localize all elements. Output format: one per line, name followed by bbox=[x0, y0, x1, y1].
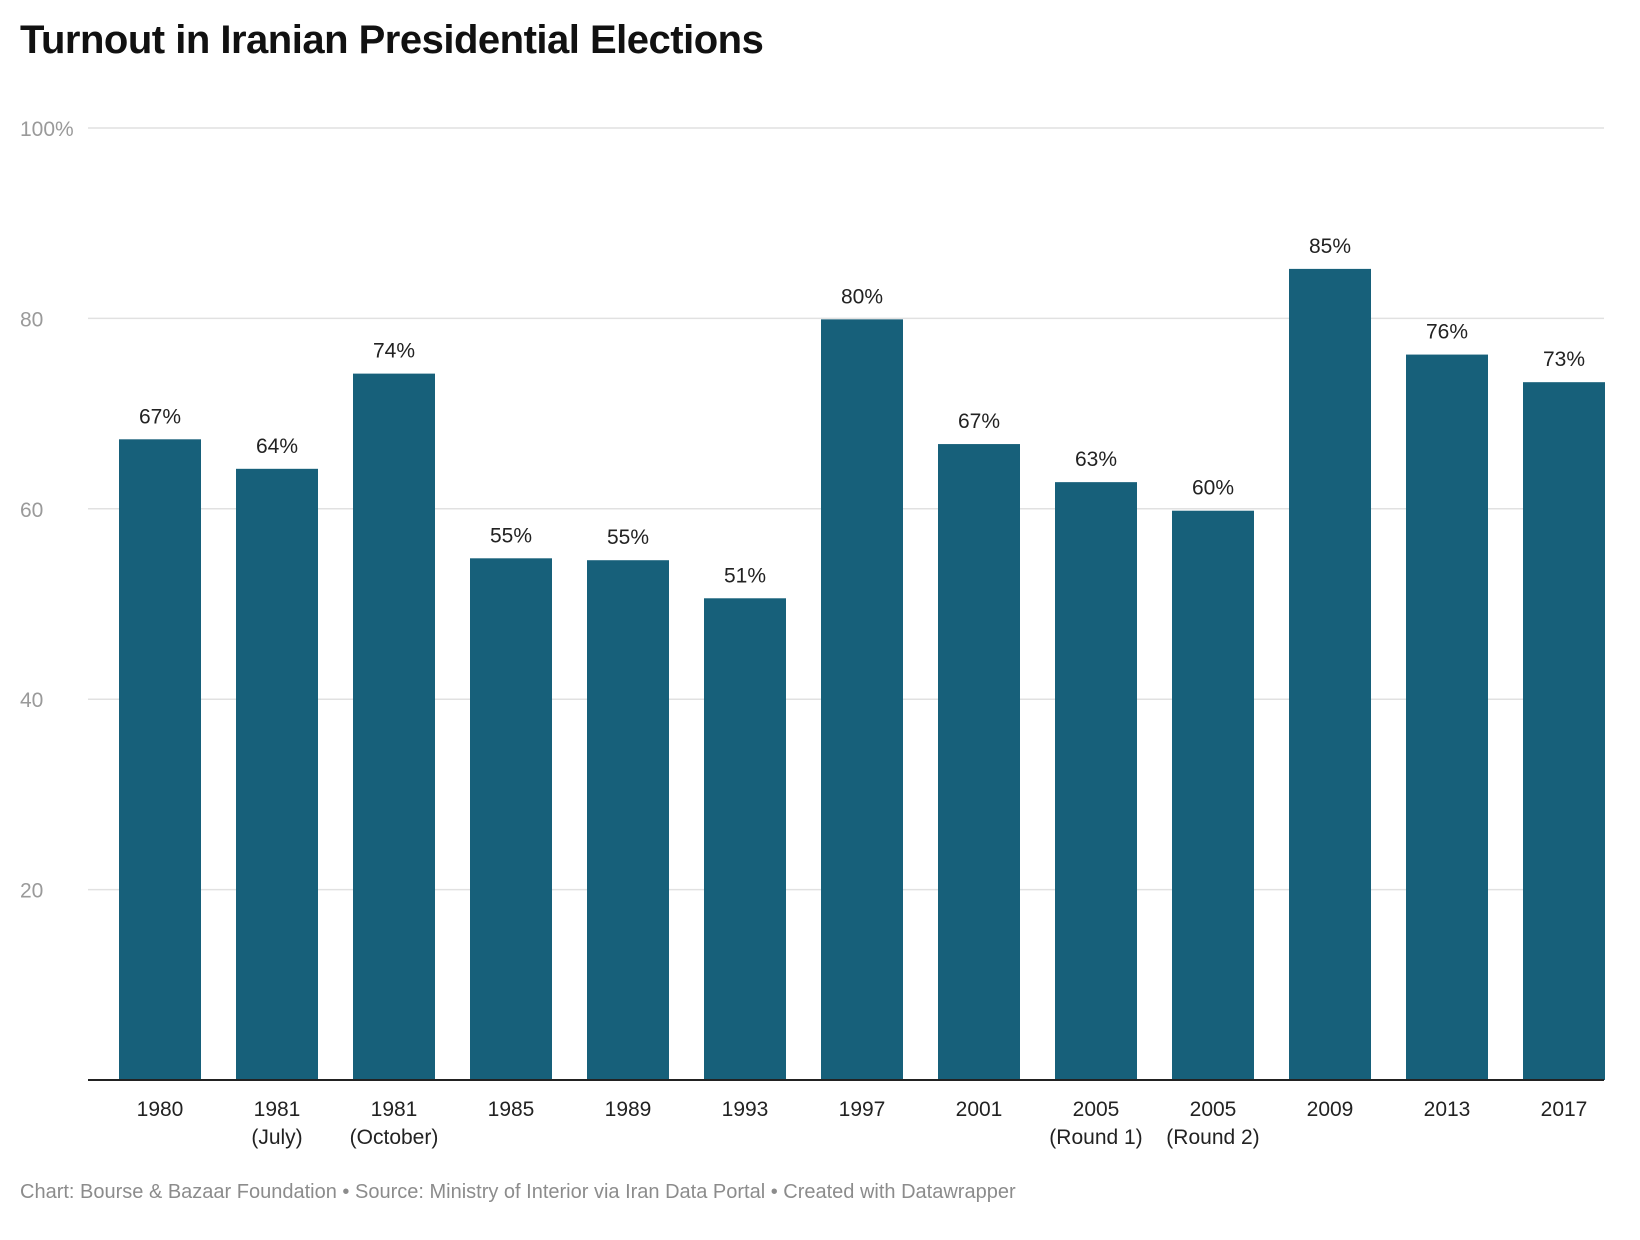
footer-source: Source: Ministry of Interior via Iran Da… bbox=[354, 1181, 766, 1203]
value-label: 74% bbox=[373, 340, 415, 363]
y-tick-label: 20 bbox=[20, 880, 43, 903]
category-label: (Round 1) bbox=[1049, 1126, 1142, 1149]
footer-separator: • bbox=[765, 1181, 784, 1203]
category-label: 1997 bbox=[839, 1098, 886, 1121]
y-tick-label: 40 bbox=[20, 689, 43, 712]
bars bbox=[119, 268, 1605, 1081]
y-tick-label: 60 bbox=[20, 499, 43, 522]
value-label: 55% bbox=[490, 524, 532, 547]
category-label: 2009 bbox=[1307, 1098, 1354, 1121]
bar bbox=[1289, 268, 1371, 1080]
category-label: (October) bbox=[350, 1126, 439, 1149]
category-label: 2013 bbox=[1424, 1098, 1471, 1121]
chart-footer: Chart: Bourse & Bazaar Foundation • Sour… bbox=[20, 1181, 1016, 1204]
y-tick-label: 80 bbox=[20, 308, 43, 331]
x-axis-labels: 1980 1981 (July) 1981 (October) 1985 1989 1993 1… bbox=[137, 1098, 1588, 1149]
value-label: 64% bbox=[256, 435, 298, 458]
category-label: 2017 bbox=[1541, 1098, 1588, 1121]
value-label: 63% bbox=[1075, 448, 1117, 471]
bar bbox=[938, 444, 1020, 1081]
value-label: 67% bbox=[139, 405, 181, 428]
bar bbox=[704, 598, 786, 1080]
category-label: 1989 bbox=[605, 1098, 652, 1121]
bar bbox=[470, 558, 552, 1080]
category-label: 2001 bbox=[956, 1098, 1003, 1121]
category-label: 1993 bbox=[722, 1098, 769, 1121]
category-label: 1981 bbox=[254, 1098, 301, 1121]
category-label: 2005 bbox=[1190, 1098, 1237, 1121]
category-label: (July) bbox=[251, 1126, 302, 1149]
value-label: 60% bbox=[1192, 477, 1234, 500]
bar bbox=[1406, 354, 1488, 1080]
bar bbox=[587, 560, 669, 1080]
chart-title: Turnout in Iranian Presidential Election… bbox=[20, 18, 764, 62]
bar bbox=[1523, 382, 1605, 1081]
bar bbox=[119, 439, 201, 1081]
category-label: 1981 bbox=[371, 1098, 418, 1121]
value-label: 80% bbox=[841, 285, 883, 308]
bar bbox=[1172, 510, 1254, 1081]
bar bbox=[353, 373, 435, 1081]
footer-separator: • bbox=[336, 1181, 355, 1203]
y-tick-label: 100% bbox=[20, 118, 74, 141]
category-label: (Round 2) bbox=[1166, 1126, 1259, 1149]
value-label: 85% bbox=[1309, 235, 1351, 258]
value-labels: 67% 64% 74% 55% 55% 51% 80% 67% 63% 60% 85% 76% 73% bbox=[139, 235, 1585, 587]
footer-credit: Chart: Bourse & Bazaar Foundation bbox=[20, 1181, 337, 1203]
value-label: 73% bbox=[1543, 348, 1585, 371]
category-label: 1980 bbox=[137, 1098, 184, 1121]
bar bbox=[236, 468, 318, 1080]
category-label: 2005 bbox=[1073, 1098, 1120, 1121]
value-label: 67% bbox=[958, 410, 1000, 433]
category-label: 1985 bbox=[488, 1098, 535, 1121]
value-label: 76% bbox=[1426, 321, 1468, 344]
y-axis-ticks: 20 40 60 80 100% bbox=[20, 118, 74, 903]
value-label: 55% bbox=[607, 526, 649, 549]
bar bbox=[1055, 482, 1137, 1080]
bar bbox=[821, 319, 903, 1080]
footer-created: Created with Datawrapper bbox=[783, 1181, 1016, 1203]
value-label: 51% bbox=[724, 564, 766, 587]
